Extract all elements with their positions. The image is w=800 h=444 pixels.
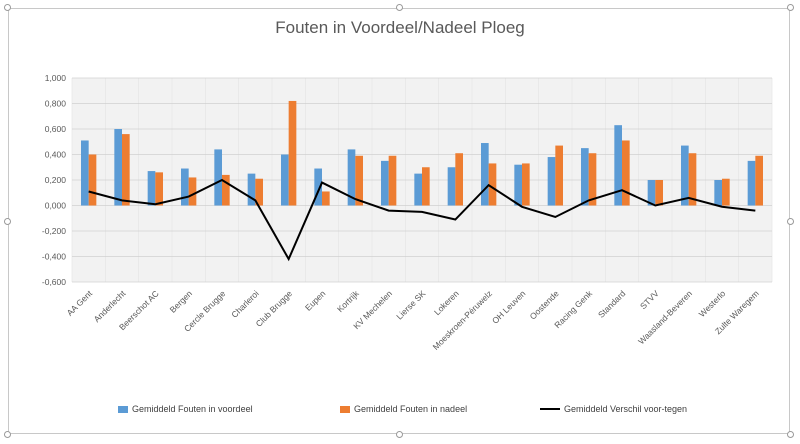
- bar-nadeel: [222, 174, 230, 206]
- bar-voordeel: [447, 167, 456, 206]
- legend-label-nadeel: Gemiddeld Fouten in nadeel: [354, 404, 468, 414]
- bar-voordeel: [214, 149, 222, 206]
- x-tick-label: Moeskroen-Péruwelz: [431, 288, 495, 352]
- resize-handle-bottom-left[interactable]: [4, 431, 11, 438]
- bar-nadeel: [755, 155, 763, 206]
- y-tick-label: -0,200: [42, 226, 66, 236]
- bar-voordeel: [281, 154, 289, 206]
- legend-item-voordeel: Gemiddeld Fouten in voordeel: [118, 404, 253, 414]
- bar-nadeel: [688, 153, 697, 206]
- y-tick-label: 0,200: [45, 175, 67, 185]
- bar-nadeel: [655, 180, 663, 206]
- bar-voordeel: [147, 171, 156, 206]
- resize-handle-top-center[interactable]: [396, 4, 403, 11]
- x-tick-label: OH Leuven: [490, 288, 528, 326]
- legend-item-verschil: Gemiddeld Verschil voor-tegen: [540, 404, 687, 414]
- legend-item-nadeel: Gemiddeld Fouten in nadeel: [340, 404, 467, 414]
- y-tick-label: 0,400: [45, 150, 67, 160]
- bar-nadeel: [455, 153, 463, 206]
- x-tick-label: STVV: [638, 288, 661, 311]
- x-tick-label: Charleroi: [229, 288, 261, 320]
- legend-swatch-voordeel: [118, 405, 128, 413]
- bar-voordeel: [581, 148, 589, 206]
- x-tick-label: Kortrijk: [335, 288, 361, 314]
- bar-voordeel: [381, 160, 389, 206]
- line-verschil: [88, 178, 756, 262]
- bar-voordeel: [547, 157, 556, 206]
- bar-voordeel: [314, 168, 322, 206]
- bar-voordeel: [347, 149, 356, 206]
- x-tick-label: Bergen: [168, 288, 195, 315]
- bar-voordeel: [181, 168, 189, 206]
- bar-voordeel: [414, 173, 422, 206]
- bar-nadeel: [722, 178, 730, 206]
- legend-swatch-nadeel: [340, 405, 350, 413]
- bar-nadeel: [355, 155, 363, 206]
- bar-voordeel: [614, 125, 622, 206]
- x-tick-label: AA Gent: [65, 288, 95, 318]
- x-tick-label: Lierse SK: [394, 288, 427, 321]
- legend-label-voordeel: Gemiddeld Fouten in voordeel: [132, 404, 253, 414]
- y-tick-label: 1,000: [45, 73, 67, 83]
- bar-nadeel: [122, 134, 130, 206]
- bar-nadeel: [188, 177, 197, 206]
- bar-nadeel: [522, 163, 530, 206]
- bar-nadeel: [88, 154, 97, 206]
- y-tick-label: 0,600: [45, 124, 67, 134]
- bar-voordeel: [714, 180, 722, 206]
- resize-handle-middle-right[interactable]: [787, 218, 794, 225]
- resize-handle-bottom-center[interactable]: [396, 431, 403, 438]
- resize-handle-bottom-right[interactable]: [787, 431, 794, 438]
- x-tick-label: Club Brugge: [254, 288, 295, 329]
- y-tick-label: 0,000: [45, 201, 67, 211]
- x-tick-label: Oostende: [528, 288, 561, 321]
- bar-voordeel: [747, 160, 756, 206]
- x-tick-label: Westerlo: [697, 288, 728, 319]
- resize-handle-top-right[interactable]: [787, 4, 794, 11]
- bar-voordeel: [481, 143, 489, 206]
- resize-handle-middle-left[interactable]: [4, 218, 11, 225]
- bar-nadeel: [322, 191, 330, 206]
- bar-voordeel: [647, 180, 656, 206]
- bar-voordeel: [114, 129, 122, 206]
- y-tick-label: -0,400: [42, 252, 66, 262]
- bar-nadeel: [155, 172, 163, 206]
- y-tick-label: -0,600: [42, 277, 66, 287]
- x-tick-label: Eupen: [303, 288, 328, 313]
- bar-nadeel: [422, 167, 430, 206]
- bar-nadeel: [255, 178, 263, 206]
- chart-legend: Gemiddeld Fouten in voordeel Gemiddeld F…: [0, 404, 800, 424]
- bar-nadeel: [388, 155, 397, 206]
- resize-handle-top-left[interactable]: [4, 4, 11, 11]
- bar-voordeel: [514, 164, 522, 206]
- bar-nadeel: [555, 145, 563, 206]
- x-tick-label: Standard: [596, 288, 628, 320]
- legend-label-verschil: Gemiddeld Verschil voor-tegen: [564, 404, 688, 414]
- bar-voordeel: [81, 140, 89, 206]
- y-tick-label: 0,800: [45, 99, 67, 109]
- bar-voordeel: [681, 145, 689, 206]
- bar-nadeel: [488, 163, 497, 206]
- chart-title: Fouten in Voordeel/Nadeel Ploeg: [275, 18, 525, 37]
- bar-nadeel: [622, 140, 630, 206]
- bar-voordeel: [247, 173, 256, 206]
- legend-swatch-verschil: [540, 408, 560, 410]
- bar-nadeel: [288, 100, 297, 206]
- bar-nadeel: [588, 153, 597, 206]
- x-tick-label: Lokeren: [432, 288, 461, 317]
